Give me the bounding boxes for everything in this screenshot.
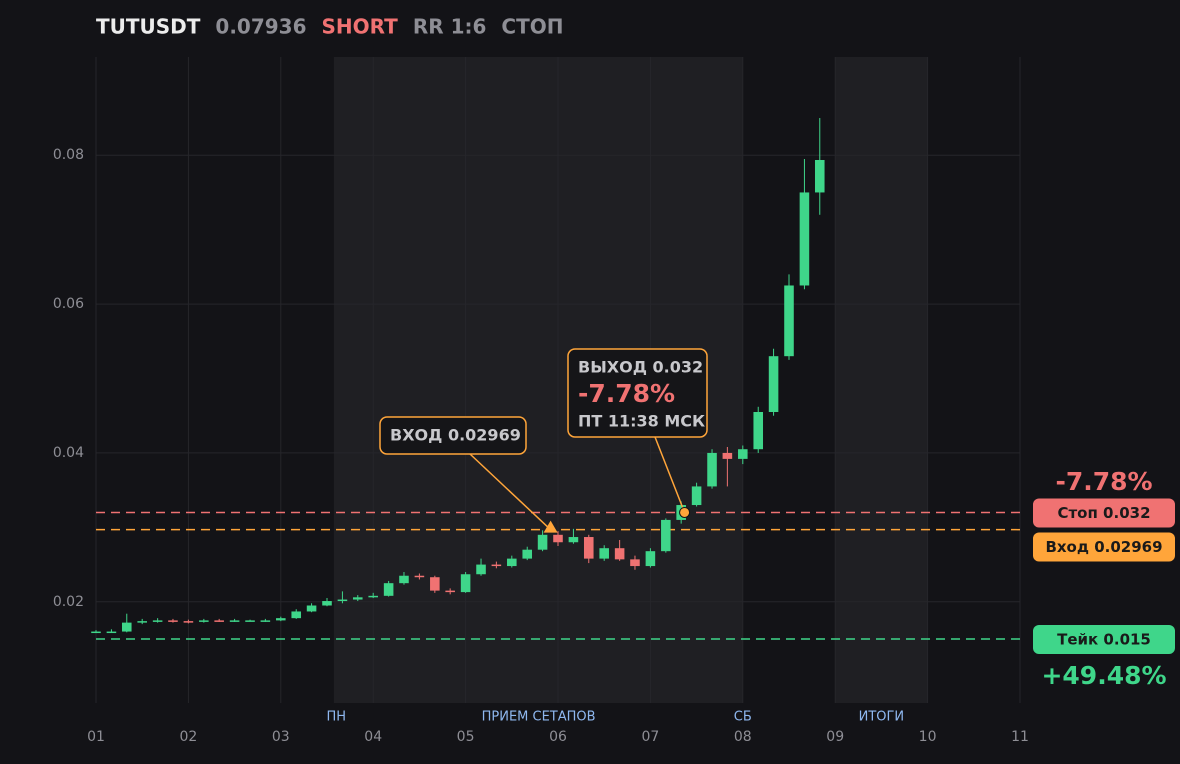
candle-body bbox=[537, 534, 548, 550]
candle-body bbox=[322, 601, 332, 606]
x-tick-label: 05 bbox=[457, 729, 475, 745]
level-badge bbox=[1033, 624, 1175, 654]
session-label: ПН bbox=[326, 710, 346, 725]
annotation-text: ВЫХОД 0.032 bbox=[578, 358, 703, 377]
y-tick-label: 0.04 bbox=[53, 445, 84, 461]
candle-body bbox=[507, 558, 517, 567]
candle-body bbox=[583, 537, 594, 559]
candle-body bbox=[152, 620, 163, 622]
exit-marker bbox=[679, 506, 691, 518]
x-tick-label: 01 bbox=[87, 729, 105, 745]
candle-body bbox=[476, 564, 486, 575]
x-tick-label: 06 bbox=[549, 729, 567, 745]
annotation-pointer bbox=[469, 453, 552, 531]
candle-body bbox=[414, 575, 425, 578]
candle-body bbox=[768, 356, 779, 413]
candle-body bbox=[445, 590, 455, 593]
x-tick-label: 10 bbox=[919, 729, 937, 745]
level-badge bbox=[1033, 532, 1175, 562]
candle-body bbox=[753, 412, 764, 450]
x-tick-label: 07 bbox=[641, 729, 659, 745]
candle-body bbox=[106, 631, 117, 634]
candle-body bbox=[738, 449, 748, 459]
candle-body bbox=[614, 548, 625, 560]
stop-result: -7.78% bbox=[1055, 467, 1152, 496]
annotation-text: ВХОД 0.02969 bbox=[390, 426, 521, 445]
candle-body bbox=[491, 564, 502, 567]
candle-body bbox=[229, 620, 240, 622]
level-label: Вход 0.02969 bbox=[1045, 538, 1162, 556]
candle-body bbox=[276, 618, 286, 621]
candle-body bbox=[599, 548, 609, 559]
x-tick-label: 09 bbox=[826, 729, 844, 745]
candle-body bbox=[707, 452, 717, 487]
x-tick-label: 11 bbox=[1011, 729, 1029, 745]
annotation-layer: ВХОД 0.02969 ВЫХОД 0.032 -7.78% ПТ 11:38 МС… bbox=[379, 348, 708, 533]
level-label: Тейк 0.015 bbox=[1057, 630, 1151, 648]
candle-body bbox=[260, 620, 271, 622]
x-tick-label: 03 bbox=[272, 729, 290, 745]
candle-body bbox=[661, 519, 671, 552]
candle-body bbox=[368, 595, 378, 598]
grid-layer: 01 02 03 04 05 06 07 08 09 10 11 0.02 0.04 0.06 0.08 ПН… bbox=[53, 57, 1029, 745]
candle-body bbox=[91, 631, 101, 634]
candle-body bbox=[430, 577, 440, 591]
candle-body bbox=[784, 285, 794, 357]
candle-body bbox=[306, 605, 317, 612]
last-price: 0.07936 bbox=[215, 15, 306, 39]
candle-body bbox=[137, 621, 147, 623]
annotation-pointer bbox=[654, 436, 686, 513]
level-layer: Стоп 0.032 Вход 0.02969 Тейк 0.015 -7.78% +4… bbox=[96, 467, 1175, 690]
annotation-text: -7.78% bbox=[578, 379, 675, 408]
candle-body bbox=[121, 622, 132, 632]
take-result: +49.48% bbox=[1041, 661, 1166, 690]
candle-body bbox=[352, 597, 363, 600]
candle-body bbox=[645, 551, 656, 567]
annotation-box bbox=[567, 348, 708, 438]
candle-body bbox=[245, 620, 255, 622]
x-tick-label: 08 bbox=[734, 729, 752, 745]
candle-body bbox=[183, 621, 194, 623]
candle-body bbox=[799, 192, 810, 286]
x-tick-label: 02 bbox=[179, 729, 197, 745]
x-tick-label: 04 bbox=[364, 729, 382, 745]
session-label: ИТОГИ bbox=[859, 710, 905, 725]
level-label: Стоп 0.032 bbox=[1057, 504, 1150, 522]
session-shade bbox=[835, 57, 928, 703]
level-badge bbox=[1033, 498, 1175, 528]
candle-body bbox=[383, 583, 394, 596]
candle-body bbox=[399, 575, 409, 584]
entry-marker bbox=[543, 520, 558, 533]
candle-body bbox=[568, 537, 579, 543]
session-label: ПРИЕМ СЕТАПОВ bbox=[482, 710, 596, 725]
side: SHORT bbox=[322, 15, 399, 39]
annotation-text: ПТ 11:38 МСК bbox=[578, 412, 705, 431]
candle-body bbox=[630, 559, 640, 567]
risk-reward: RR 1:6 bbox=[413, 15, 487, 39]
candle-layer bbox=[91, 118, 825, 634]
candle-body bbox=[722, 452, 733, 459]
candle-body bbox=[199, 620, 209, 622]
candle-body bbox=[522, 549, 533, 559]
candle-body bbox=[691, 486, 702, 506]
candle-body bbox=[214, 620, 224, 622]
candle-body bbox=[337, 599, 348, 602]
y-tick-label: 0.02 bbox=[53, 594, 84, 610]
annotation-box bbox=[379, 416, 527, 455]
candle-body bbox=[168, 620, 178, 622]
y-tick-label: 0.06 bbox=[53, 296, 84, 312]
candle-body bbox=[460, 574, 471, 593]
session-label: СБ bbox=[734, 710, 752, 725]
candle-body bbox=[814, 160, 825, 193]
header: TUTUSDT 0.07936 SHORT RR 1:6 СТОП bbox=[96, 15, 563, 39]
status: СТОП bbox=[501, 15, 563, 39]
candle-body bbox=[553, 534, 563, 543]
candle-body bbox=[291, 611, 302, 619]
symbol: TUTUSDT bbox=[96, 15, 201, 39]
y-tick-label: 0.08 bbox=[53, 147, 84, 163]
